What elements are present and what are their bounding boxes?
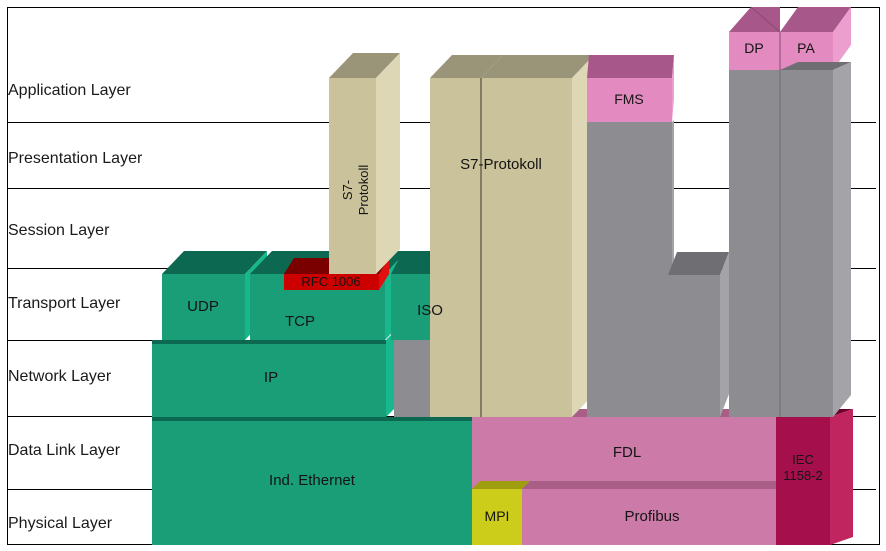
- svg-text:ISO: ISO: [417, 302, 443, 319]
- svg-text:IEC: IEC: [792, 452, 814, 467]
- svg-text:Profibus: Profibus: [624, 508, 679, 525]
- svg-text:RFC 1006: RFC 1006: [301, 274, 360, 289]
- svg-text:TCP: TCP: [285, 313, 315, 330]
- svg-text:PA: PA: [797, 40, 815, 56]
- svg-text:MPI: MPI: [485, 508, 510, 524]
- svg-text:FMS: FMS: [614, 91, 644, 107]
- svg-text:DP: DP: [744, 40, 763, 56]
- svg-text:FDL: FDL: [613, 444, 641, 461]
- svg-text:UDP: UDP: [187, 298, 219, 315]
- svg-text:S7-Protokoll: S7-Protokoll: [460, 156, 542, 173]
- svg-text:Protokoll: Protokoll: [356, 165, 371, 216]
- svg-text:Ind. Ethernet: Ind. Ethernet: [269, 472, 356, 489]
- svg-text:1158-2: 1158-2: [783, 468, 823, 483]
- svg-text:IP: IP: [264, 369, 278, 386]
- svg-text:S7-: S7-: [340, 180, 355, 200]
